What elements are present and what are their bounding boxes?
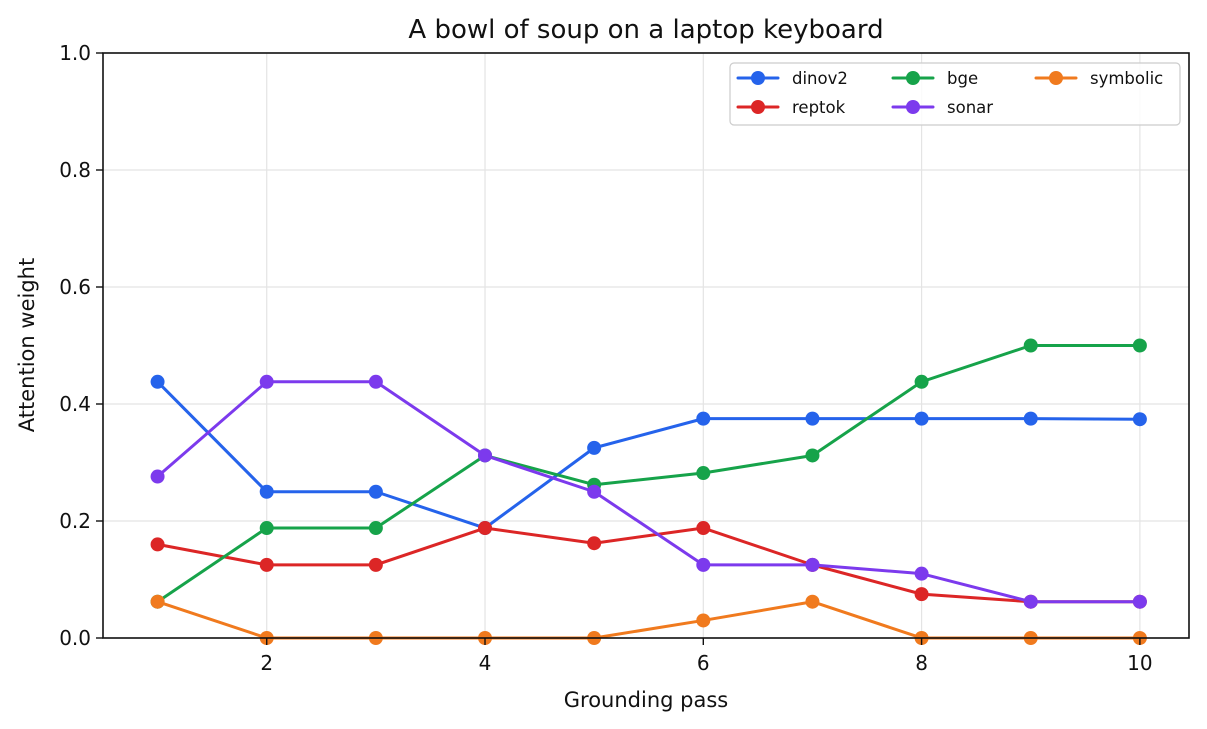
axis-ticks: 2 4 6 8 10 0.0 0.2 0.4 0.6 0.8 1.0: [59, 41, 1152, 675]
data-point-dinov2: [368, 484, 383, 499]
data-point-sonar: [1132, 594, 1147, 609]
series-dinov2: [150, 374, 1147, 536]
series-line-dinov2: [156, 380, 1142, 530]
legend-item-sonar: sonar: [891, 98, 993, 117]
data-point-reptok: [259, 557, 274, 572]
data-point-sonar: [259, 374, 274, 389]
data-point-dinov2: [1023, 411, 1038, 426]
data-point-reptok: [478, 521, 493, 536]
legend-swatch-marker: [906, 100, 920, 114]
data-point-reptok: [368, 557, 383, 572]
data-point-dinov2: [587, 440, 602, 455]
legend-swatch-marker: [1049, 71, 1063, 85]
x-tick-label: 2: [260, 651, 273, 675]
data-point-symbolic: [696, 613, 711, 628]
data-point-sonar: [914, 566, 929, 581]
y-tick-label: 1.0: [59, 41, 91, 65]
y-tick-label: 0.6: [59, 275, 91, 299]
y-axis-label: Attention weight: [15, 258, 39, 432]
y-tick-label: 0.2: [59, 509, 91, 533]
chart-title: A bowl of soup on a laptop keyboard: [408, 15, 883, 45]
data-point-reptok: [696, 521, 711, 536]
data-point-symbolic: [805, 594, 820, 609]
data-point-sonar: [368, 374, 383, 389]
data-point-reptok: [150, 537, 165, 552]
data-point-dinov2: [1132, 412, 1147, 427]
data-point-dinov2: [150, 374, 165, 389]
data-point-bge: [696, 466, 711, 481]
x-tick-label: 4: [479, 651, 492, 675]
x-axis-label: Grounding pass: [564, 688, 728, 712]
legend-swatch-marker: [906, 71, 920, 85]
legend-item-symbolic: symbolic: [1034, 69, 1163, 88]
data-point-dinov2: [696, 411, 711, 426]
x-tick-label: 8: [915, 651, 928, 675]
legend-label: sonar: [947, 98, 993, 117]
legend-label: bge: [947, 69, 978, 88]
y-tick-label: 0.0: [59, 626, 91, 650]
y-tick-label: 0.4: [59, 392, 91, 416]
y-tick-label: 0.8: [59, 158, 91, 182]
series-line-bge: [156, 344, 1142, 604]
data-point-symbolic: [150, 594, 165, 609]
data-point-bge: [1132, 338, 1147, 353]
legend: dinov2 reptok bge sonar symbolic: [729, 62, 1181, 126]
data-point-bge: [914, 374, 929, 389]
data-point-sonar: [696, 557, 711, 572]
data-point-dinov2: [914, 411, 929, 426]
legend-label: reptok: [792, 98, 846, 117]
data-point-sonar: [587, 484, 602, 499]
series-sonar: [150, 374, 1147, 609]
data-point-reptok: [914, 587, 929, 602]
plot-frame: [102, 52, 1190, 639]
data-point-dinov2: [805, 411, 820, 426]
data-point-dinov2: [259, 484, 274, 499]
data-point-sonar: [478, 448, 493, 463]
series-line-reptok: [156, 526, 1142, 604]
legend-label: dinov2: [792, 69, 848, 88]
data-point-bge: [805, 448, 820, 463]
legend-item-reptok: reptok: [736, 98, 846, 117]
x-tick-label: 6: [697, 651, 710, 675]
legend-item-dinov2: dinov2: [736, 69, 848, 88]
legend-swatch-marker: [751, 100, 765, 114]
x-tick-label: 10: [1127, 651, 1152, 675]
data-point-reptok: [587, 536, 602, 551]
series-layer: [150, 338, 1147, 645]
data-point-bge: [368, 521, 383, 536]
data-point-sonar: [805, 557, 820, 572]
data-point-sonar: [150, 469, 165, 484]
legend-swatch-marker: [751, 71, 765, 85]
legend-item-bge: bge: [891, 69, 978, 88]
data-point-bge: [259, 521, 274, 536]
data-point-bge: [1023, 338, 1038, 353]
legend-label: symbolic: [1090, 69, 1163, 88]
data-point-sonar: [1023, 594, 1038, 609]
series-line-sonar: [156, 380, 1142, 604]
